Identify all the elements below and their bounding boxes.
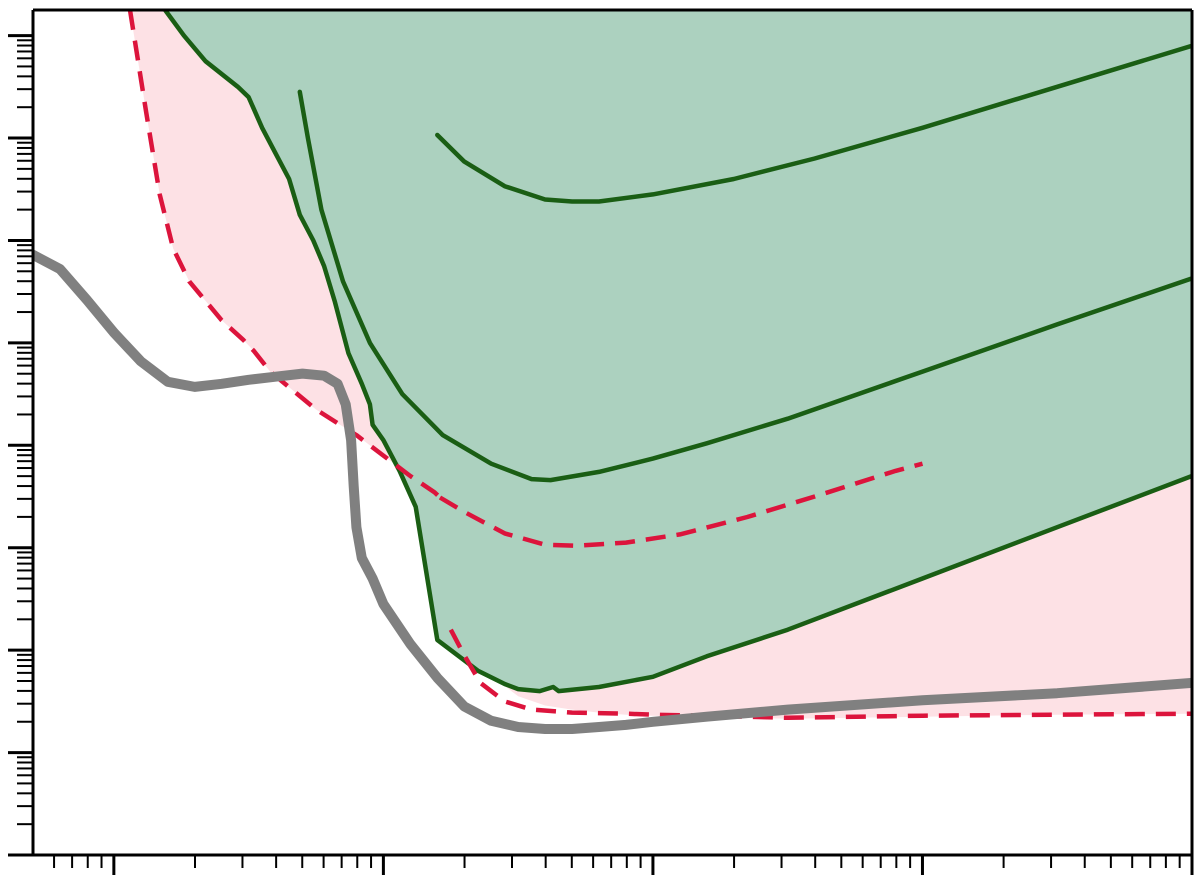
- series-red-dashed-left: [127, 10, 442, 500]
- series-gray-thick: [33, 249, 1192, 734]
- green-envelope-area: [165, 10, 1192, 692]
- series-green-upper: [435, 43, 1192, 204]
- series-green-envelope: [162, 10, 1192, 694]
- series-red-dashed-branch: [438, 461, 924, 548]
- series-red-dashed-right: [448, 628, 1192, 721]
- series-green-middle: [297, 89, 1192, 483]
- series-lines: [33, 10, 1192, 734]
- axes: [8, 8, 1194, 875]
- area-fills: [130, 10, 1192, 719]
